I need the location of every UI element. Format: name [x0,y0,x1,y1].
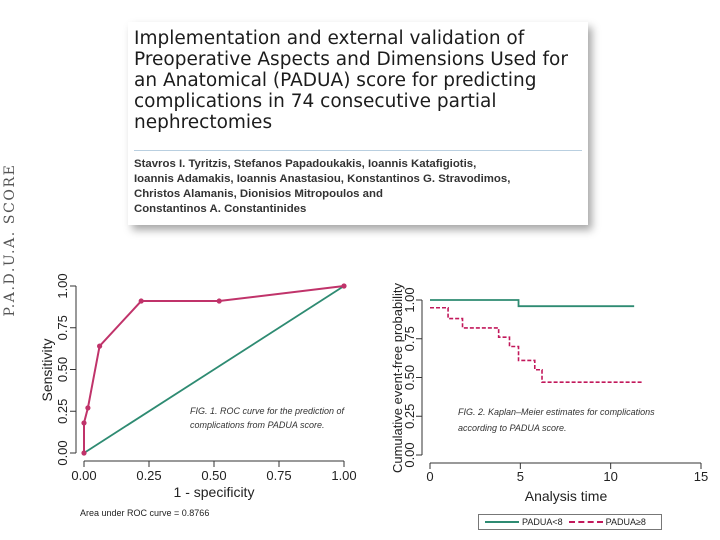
roc-reference-line [83,285,345,454]
km-x-tick-label: 10 [603,469,617,484]
roc-y-tick-label: 0.25 [55,399,70,424]
paper-header-card: Implementation and external validation o… [128,22,588,225]
legend-label: PADUA<8 [522,517,563,527]
roc-point [216,298,222,304]
author-line: Ioannis Adamakis, Ioannis Anastasiou, Ko… [134,173,511,185]
roc-area-note: Area under ROC curve = 0.8766 [80,508,210,518]
km-x-axis-label: Analysis time [525,488,608,504]
legend-item-padua-low: PADUA<8 [485,517,563,527]
roc-x-tick-label: 0.50 [201,468,226,483]
km-x-tick-label: 5 [517,469,524,484]
km-y-tick-label: 0.50 [402,365,417,390]
author-line: Christos Alamanis, Dionisios Mitropoulos… [134,188,383,200]
km-y-tick-label: 0.00 [402,442,417,467]
roc-point [97,343,103,349]
roc-point [138,298,144,304]
roc-y-tick-label: 1.00 [55,273,70,298]
roc-x-axis-label: 1 - specificity [174,484,255,500]
fig2-caption-line: according to PADUA score. [458,423,567,433]
roc-point [81,450,87,456]
roc-y-tick-label: 0.50 [55,357,70,382]
author-list: Stavros I. Tyritzis, Stefanos Papadoukak… [134,157,584,217]
author-line: Constantinos A. Constantinides [134,203,307,215]
roc-y-tick-label: 0.75 [55,315,70,340]
km-y-tick-label: 0.75 [402,326,417,351]
km-series-padua-high [430,306,644,383]
title-line: complications in 74 consecutive partial [134,91,497,112]
km-y-tick-label: 1.00 [402,287,417,312]
km-x-tick-label: 15 [694,469,708,484]
title-line: Preoperative Aspects and Dimensions Used… [134,49,568,70]
title-line: an Anatomical (PADUA) score for predicti… [134,70,537,91]
title-line: Implementation and external validation o… [134,28,525,49]
legend-item-padua-high: PADUA≥8 [568,517,646,527]
legend-swatch-dashed [568,521,603,523]
fig2-caption-line: FIG. 2. Kaplan–Meier estimates for compl… [458,407,655,417]
title-line: nephrectomies [134,112,273,133]
legend-swatch-solid [485,521,519,523]
roc-y-axis-label: Sensitivity [39,338,55,401]
fig1-caption-line: complications from PADUA score. [190,420,325,430]
roc-x-tick-label: 1.00 [331,468,356,483]
paper-title: Implementation and external validation o… [134,28,584,133]
roc-point [85,405,91,411]
roc-x-tick-label: 0.25 [136,468,161,483]
author-line: Stavros I. Tyritzis, Stefanos Papadoukak… [134,158,477,170]
roc-point [81,420,87,426]
roc-x-tick-label: 0.00 [71,468,96,483]
km-x-tick-label: 0 [426,469,433,484]
roc-y-tick-label: 0.00 [55,440,70,465]
fig1-caption-line: FIG. 1. ROC curve for the prediction of [190,406,346,416]
title-divider [134,150,582,151]
roc-x-tick-label: 0.75 [266,468,291,483]
roc-chart: 0.00 0.25 0.50 0.75 1.00 0.00 0.25 0.50 0.75 1.0… [39,273,357,500]
km-series-padua-low [430,299,635,308]
km-y-axis-label: Cumulative event-free probability [390,282,405,473]
legend-label: PADUA≥8 [605,517,646,527]
roc-point [341,283,347,289]
km-legend: PADUA<8 PADUA≥8 [478,514,662,530]
km-chart: 0.00 0.25 0.50 0.75 1.00 0 5 10 15 Cumulative e… [390,282,708,504]
km-y-tick-label: 0.25 [402,404,417,429]
